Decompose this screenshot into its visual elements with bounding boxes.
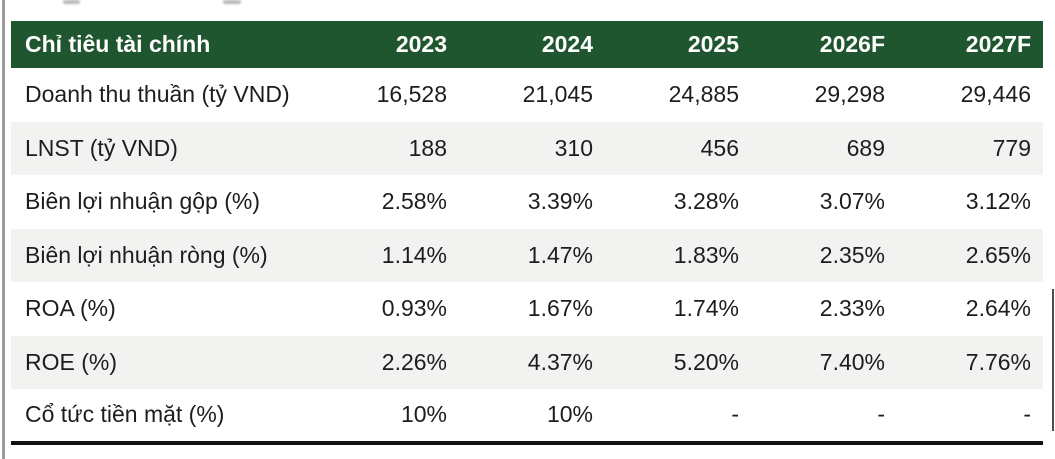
column-header-2025: 2025 — [605, 21, 751, 68]
row-label: ROA (%) — [25, 295, 116, 322]
value-cell: 2.35% — [819, 241, 885, 268]
value-cell: 29,298 — [814, 81, 885, 108]
table-row: Biên lợi nhuận ròng (%) 1.14% 1.47% 1.83% 2.… — [11, 228, 1043, 282]
value-cell: 2.65% — [965, 241, 1031, 268]
value-cell: 3.12% — [965, 188, 1031, 215]
table-row: Cổ tức tiền mặt (%) 10% 10% - - - — [11, 389, 1043, 443]
cropped-text-artifact — [223, 0, 241, 4]
value-cell: 21,045 — [522, 81, 593, 108]
column-header-2026F: 2026F — [751, 21, 897, 68]
row-label: Doanh thu thuần (tỷ VND) — [25, 81, 290, 108]
financial-summary-table-container: Chỉ tiêu tài chính 2023 2024 2025 2026F 2027F… — [11, 21, 1043, 445]
value-cell: 310 — [554, 134, 593, 161]
value-cell: 24,885 — [668, 81, 739, 108]
value-cell: 1.74% — [673, 295, 739, 322]
value-cell: 4.37% — [527, 348, 593, 375]
scrollbar-fragment — [1052, 289, 1054, 431]
value-cell: 2.26% — [381, 348, 447, 375]
row-label: LNST (tỷ VND) — [25, 134, 178, 161]
row-label: Biên lợi nhuận ròng (%) — [25, 241, 268, 268]
value-cell: - — [1023, 401, 1031, 428]
value-cell: 1.67% — [527, 295, 593, 322]
table-header: Chỉ tiêu tài chính 2023 2024 2025 2026F 2027F — [11, 21, 1043, 68]
column-header-2023: 2023 — [313, 21, 459, 68]
value-cell: 2.64% — [965, 295, 1031, 322]
table-row: Doanh thu thuần (tỷ VND) 16,528 21,045 24,8… — [11, 68, 1043, 122]
value-cell: 1.14% — [381, 241, 447, 268]
value-cell: 3.39% — [527, 188, 593, 215]
header-row: Chỉ tiêu tài chính 2023 2024 2025 2026F 2027F — [11, 21, 1043, 68]
value-cell: 3.28% — [673, 188, 739, 215]
table-body: Doanh thu thuần (tỷ VND) 16,528 21,045 24,8… — [11, 68, 1043, 443]
value-cell: - — [877, 401, 885, 428]
row-label: Cổ tức tiền mặt (%) — [25, 401, 225, 428]
column-header-2027F: 2027F — [897, 21, 1043, 68]
cropped-text-artifact — [63, 0, 80, 4]
value-cell: 10% — [400, 401, 447, 428]
value-cell: 779 — [992, 134, 1031, 161]
row-label: Biên lợi nhuận gộp (%) — [25, 188, 260, 215]
value-cell: 29,446 — [960, 81, 1031, 108]
left-border-line — [2, 0, 5, 459]
value-cell: 0.93% — [381, 295, 447, 322]
value-cell: - — [731, 401, 739, 428]
value-cell: 1.47% — [527, 241, 593, 268]
financial-summary-table: Chỉ tiêu tài chính 2023 2024 2025 2026F 2027F… — [11, 21, 1043, 445]
value-cell: 10% — [546, 401, 593, 428]
value-cell: 5.20% — [673, 348, 739, 375]
value-cell: 2.58% — [381, 188, 447, 215]
value-cell: 188 — [408, 134, 447, 161]
table-row: LNST (tỷ VND) 188 310 456 689 779 — [11, 121, 1043, 175]
value-cell: 1.83% — [673, 241, 739, 268]
value-cell: 2.33% — [819, 295, 885, 322]
value-cell: 7.40% — [819, 348, 885, 375]
column-header-2024: 2024 — [459, 21, 605, 68]
value-cell: 3.07% — [819, 188, 885, 215]
row-label: ROE (%) — [25, 348, 117, 375]
table-row: ROA (%) 0.93% 1.67% 1.74% 2.33% 2.64% — [11, 282, 1043, 336]
table-title-header: Chỉ tiêu tài chính — [11, 21, 313, 68]
value-cell: 456 — [700, 134, 739, 161]
value-cell: 7.76% — [965, 348, 1031, 375]
value-cell: 16,528 — [376, 81, 447, 108]
table-row: Biên lợi nhuận gộp (%) 2.58% 3.39% 3.28% 3.0… — [11, 175, 1043, 229]
value-cell: 689 — [846, 134, 885, 161]
table-row: ROE (%) 2.26% 4.37% 5.20% 7.40% 7.76% — [11, 335, 1043, 389]
